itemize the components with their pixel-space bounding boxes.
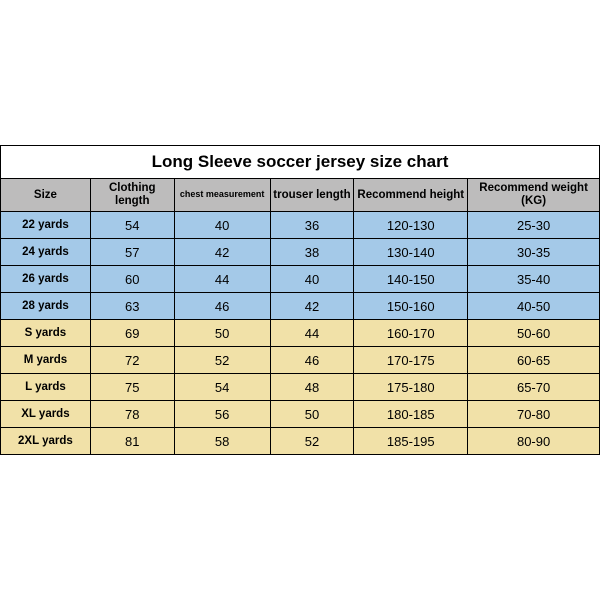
table-row: M yards 72 52 46 170-175 60-65 — [1, 347, 600, 374]
cell: 30-35 — [468, 239, 600, 266]
cell: 120-130 — [354, 212, 468, 239]
cell-size: 22 yards — [1, 212, 91, 239]
table-row: 28 yards 63 46 42 150-160 40-50 — [1, 293, 600, 320]
cell: 46 — [174, 293, 270, 320]
cell: 130-140 — [354, 239, 468, 266]
col-header-clothing: Clothing length — [90, 179, 174, 212]
header-row: Size Clothing length chest measurement t… — [1, 179, 600, 212]
table-row: 22 yards 54 40 36 120-130 25-30 — [1, 212, 600, 239]
cell-size: XL yards — [1, 401, 91, 428]
cell: 70-80 — [468, 401, 600, 428]
cell: 36 — [270, 212, 354, 239]
cell: 50-60 — [468, 320, 600, 347]
cell: 44 — [174, 266, 270, 293]
cell: 140-150 — [354, 266, 468, 293]
table-row: L yards 75 54 48 175-180 65-70 — [1, 374, 600, 401]
cell: 65-70 — [468, 374, 600, 401]
cell: 54 — [174, 374, 270, 401]
cell: 57 — [90, 239, 174, 266]
cell-size: 2XL yards — [1, 428, 91, 455]
cell-size: 24 yards — [1, 239, 91, 266]
cell: 160-170 — [354, 320, 468, 347]
cell: 180-185 — [354, 401, 468, 428]
cell: 44 — [270, 320, 354, 347]
cell-size: 28 yards — [1, 293, 91, 320]
cell: 52 — [174, 347, 270, 374]
cell: 46 — [270, 347, 354, 374]
cell: 40-50 — [468, 293, 600, 320]
table-row: S yards 69 50 44 160-170 50-60 — [1, 320, 600, 347]
cell: 60 — [90, 266, 174, 293]
cell: 50 — [270, 401, 354, 428]
cell: 40 — [270, 266, 354, 293]
cell: 78 — [90, 401, 174, 428]
title-row: Long Sleeve soccer jersey size chart — [1, 146, 600, 179]
table-row: 26 yards 60 44 40 140-150 35-40 — [1, 266, 600, 293]
cell: 75 — [90, 374, 174, 401]
size-chart-container: Long Sleeve soccer jersey size chart Siz… — [0, 145, 600, 455]
cell-size: S yards — [1, 320, 91, 347]
cell: 50 — [174, 320, 270, 347]
cell: 63 — [90, 293, 174, 320]
cell-size: M yards — [1, 347, 91, 374]
cell: 170-175 — [354, 347, 468, 374]
cell: 42 — [270, 293, 354, 320]
cell: 175-180 — [354, 374, 468, 401]
cell: 38 — [270, 239, 354, 266]
col-header-size: Size — [1, 179, 91, 212]
cell: 54 — [90, 212, 174, 239]
table-row: 2XL yards 81 58 52 185-195 80-90 — [1, 428, 600, 455]
cell: 40 — [174, 212, 270, 239]
cell: 48 — [270, 374, 354, 401]
size-chart-table: Long Sleeve soccer jersey size chart Siz… — [0, 145, 600, 455]
cell: 150-160 — [354, 293, 468, 320]
cell: 81 — [90, 428, 174, 455]
cell: 52 — [270, 428, 354, 455]
cell: 42 — [174, 239, 270, 266]
col-header-trouser: trouser length — [270, 179, 354, 212]
cell: 25-30 — [468, 212, 600, 239]
cell: 35-40 — [468, 266, 600, 293]
cell: 60-65 — [468, 347, 600, 374]
cell: 58 — [174, 428, 270, 455]
col-header-height: Recommend height — [354, 179, 468, 212]
cell: 185-195 — [354, 428, 468, 455]
cell-size: 26 yards — [1, 266, 91, 293]
table-row: 24 yards 57 42 38 130-140 30-35 — [1, 239, 600, 266]
cell: 80-90 — [468, 428, 600, 455]
cell: 56 — [174, 401, 270, 428]
col-header-weight: Recommend weight (KG) — [468, 179, 600, 212]
cell-size: L yards — [1, 374, 91, 401]
cell: 72 — [90, 347, 174, 374]
table-row: XL yards 78 56 50 180-185 70-80 — [1, 401, 600, 428]
chart-title: Long Sleeve soccer jersey size chart — [1, 146, 600, 179]
col-header-chest: chest measurement — [174, 179, 270, 212]
cell: 69 — [90, 320, 174, 347]
